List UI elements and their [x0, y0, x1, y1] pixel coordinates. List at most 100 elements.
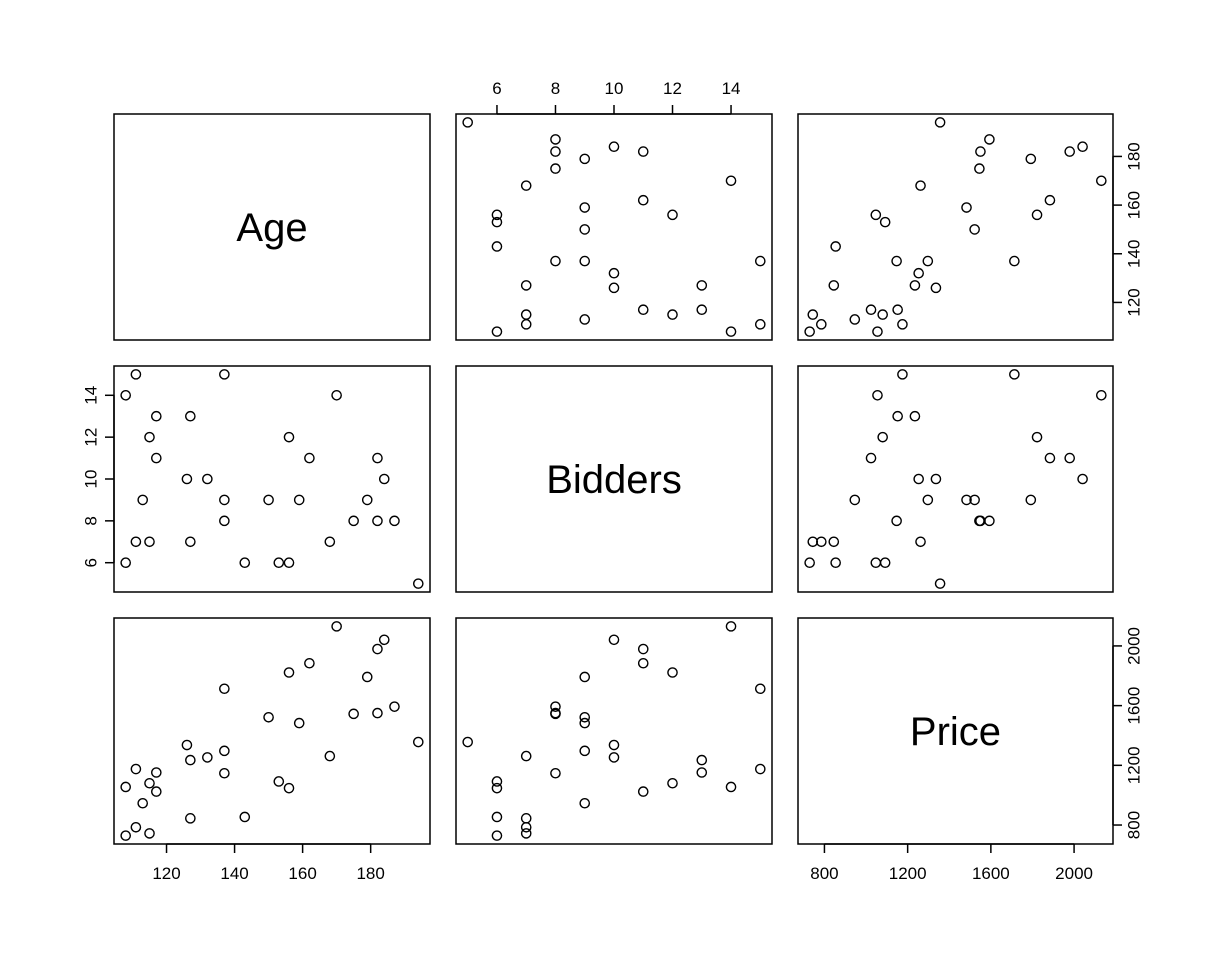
- data-point: [872, 326, 883, 337]
- data-point: [520, 828, 532, 839]
- data-point: [120, 557, 131, 569]
- data-point: [331, 621, 342, 632]
- data-point: [725, 326, 737, 337]
- data-point: [550, 255, 561, 267]
- data-point: [550, 146, 561, 157]
- data-point: [909, 280, 921, 291]
- data-point: [151, 786, 162, 797]
- data-point: [130, 536, 142, 548]
- data-point: [579, 797, 591, 809]
- tick-label: 10: [81, 470, 100, 489]
- data-point: [293, 717, 305, 729]
- data-point: [348, 515, 359, 527]
- panel-bidders-vs-price: [455, 617, 773, 845]
- data-point: [219, 745, 230, 757]
- data-point: [331, 389, 342, 401]
- variable-name-bidders: Bidders: [546, 458, 682, 502]
- data-point: [579, 711, 591, 723]
- data-point: [608, 282, 620, 294]
- data-point: [219, 683, 230, 695]
- data-point: [144, 777, 155, 789]
- data-point: [1077, 141, 1088, 152]
- panel-price-label: Price: [797, 617, 1114, 845]
- data-point: [608, 634, 620, 646]
- data-point: [922, 255, 934, 267]
- data-point: [579, 153, 591, 165]
- data-point: [491, 776, 503, 787]
- data-point: [897, 319, 908, 330]
- data-point: [361, 671, 373, 683]
- data-point: [202, 473, 213, 485]
- data-point: [273, 776, 285, 787]
- data-point: [725, 621, 737, 632]
- data-point: [137, 494, 149, 506]
- data-point: [151, 767, 162, 778]
- data-point: [1009, 369, 1020, 380]
- data-point: [219, 515, 230, 527]
- data-point: [804, 557, 815, 569]
- data-point: [219, 494, 230, 506]
- data-point: [637, 786, 649, 797]
- data-point: [922, 494, 934, 506]
- data-point: [892, 410, 903, 422]
- data-point: [1025, 494, 1037, 506]
- data-point: [1009, 255, 1020, 267]
- tick-label: 1600: [972, 864, 1010, 883]
- data-point: [324, 750, 336, 762]
- data-point: [550, 701, 561, 712]
- data-point: [984, 134, 995, 145]
- data-point: [263, 494, 274, 506]
- age-x-axis-bottom: 120 140 160 180: [152, 843, 385, 883]
- data-point: [849, 494, 861, 506]
- data-point: [865, 452, 877, 464]
- data-point: [185, 754, 196, 766]
- data-point: [491, 326, 503, 337]
- data-point: [870, 209, 882, 221]
- data-point: [462, 736, 474, 748]
- tick-label: 8: [81, 516, 100, 525]
- data-point: [137, 797, 149, 809]
- panel-frame: [797, 365, 1114, 593]
- data-point: [378, 634, 390, 646]
- data-point: [961, 494, 972, 506]
- data-point: [293, 494, 305, 506]
- data-point: [372, 707, 383, 719]
- data-point: [1031, 209, 1043, 221]
- data-point: [725, 781, 737, 793]
- data-point: [181, 473, 193, 485]
- data-point: [239, 811, 251, 823]
- panel-price-vs-bidders: [797, 365, 1114, 593]
- panel-age-vs-price: [113, 617, 431, 845]
- data-point: [144, 828, 155, 839]
- data-point: [151, 452, 162, 464]
- data-point: [304, 452, 315, 464]
- data-point: [755, 255, 766, 267]
- data-point: [969, 494, 980, 506]
- data-point: [755, 683, 766, 695]
- data-point: [520, 309, 532, 320]
- data-point: [934, 578, 946, 589]
- data-point: [975, 146, 986, 157]
- data-point: [828, 536, 840, 548]
- data-point: [1096, 389, 1107, 401]
- data-point: [520, 319, 532, 330]
- data-point: [667, 667, 678, 678]
- data-point: [1044, 194, 1056, 206]
- data-point: [239, 557, 251, 569]
- data-point: [696, 767, 708, 778]
- data-point: [696, 304, 708, 316]
- data-point: [1096, 175, 1107, 187]
- data-point: [550, 134, 561, 145]
- data-point: [1077, 473, 1088, 485]
- data-point: [1031, 431, 1043, 443]
- data-point: [579, 745, 591, 757]
- data-point: [934, 117, 946, 128]
- data-point: [120, 389, 131, 401]
- tick-label: 14: [722, 79, 741, 98]
- data-point: [579, 671, 591, 683]
- panel-bidders-label: Bidders: [455, 365, 773, 593]
- panels: Age Bidders Price: [113, 113, 1114, 845]
- data-point: [219, 767, 230, 779]
- tick-label: 160: [288, 864, 316, 883]
